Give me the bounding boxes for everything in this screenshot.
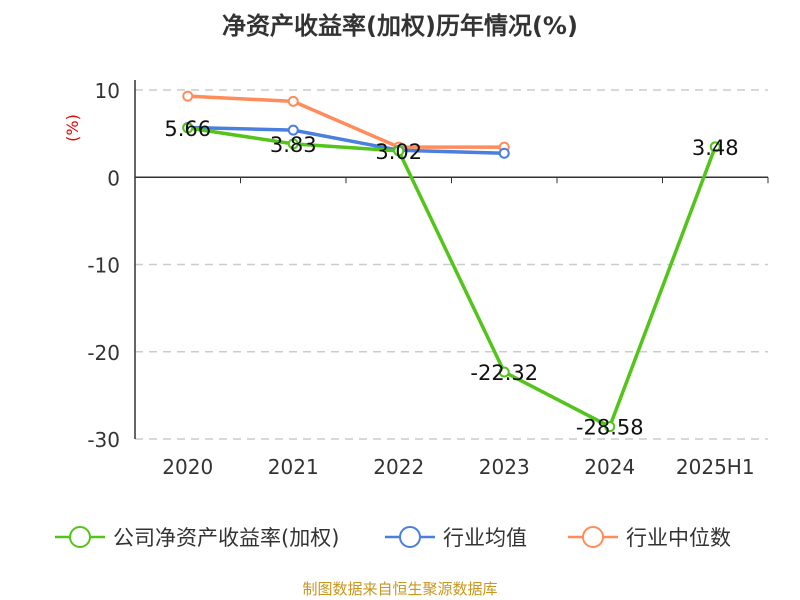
data-point [604,421,616,433]
chart-title: 净资产收益率(加权)历年情况(%) [222,12,578,40]
y-tick-label: -20 [87,341,120,365]
data-label: 3.83 [270,133,317,157]
legend-marker [69,526,91,548]
source-note: 制图数据来自恒生聚源数据库 [302,580,498,598]
data-point [287,124,299,136]
x-tick-label: 2025H1 [676,455,755,479]
legend-marker [399,526,421,548]
x-tick-label: 2021 [268,455,319,479]
data-label: -28.58 [576,416,644,440]
data-label: 3.48 [692,136,739,160]
data-point [287,95,299,107]
series-line [187,94,505,149]
legend-label: 公司净资产收益率(加权) [113,526,339,550]
y-tick-label: -30 [87,428,120,452]
y-tick-label: 10 [95,79,120,103]
legend-label: 行业均值 [443,526,527,550]
y-tick-label: -10 [87,254,120,278]
data-label: 5.66 [164,117,211,141]
y-tick-label: 0 [107,166,120,190]
series-line [187,125,505,156]
x-tick-label: 2022 [373,455,424,479]
data-point [498,147,510,159]
x-tick-label: 2023 [479,455,530,479]
data-label: 3.02 [375,140,422,164]
x-tick-label: 2020 [162,455,213,479]
legend-marker [582,526,604,548]
x-tick-label: 2024 [584,455,635,479]
data-point [498,366,510,378]
legend-label: 行业中位数 [626,526,731,550]
y-axis-label: (%) [63,114,82,142]
data-label: -22.32 [470,361,538,385]
series-line [187,126,717,430]
data-point [287,138,299,150]
data-point [393,145,405,157]
data-point [182,122,194,134]
data-point [709,141,721,153]
data-point [182,90,194,102]
